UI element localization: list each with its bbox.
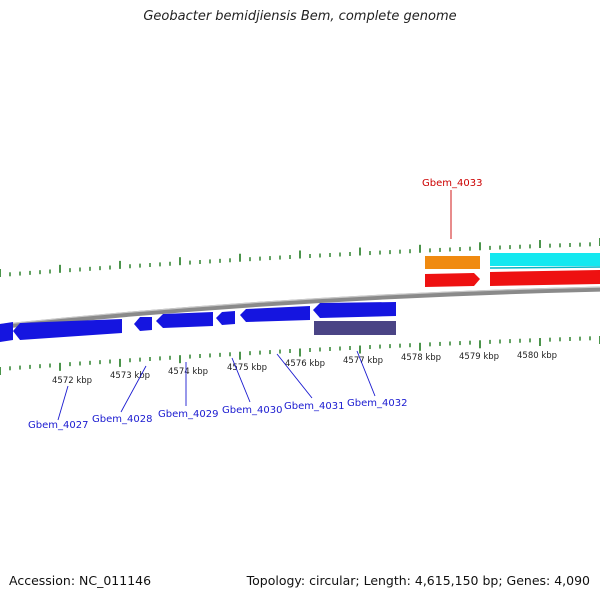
gene-arrow-gbem-4032[interactable] — [313, 302, 396, 318]
gene-arrow-gbem-4028[interactable] — [134, 317, 152, 331]
scale-label: 4580 kbp — [517, 351, 557, 361]
gene-label-leaders — [57, 190, 452, 421]
rna-feature[interactable] — [314, 321, 396, 335]
scale-label: 4572 kbp — [52, 376, 92, 386]
accession-text: Accession: NC_011146 — [9, 573, 152, 588]
genome-title: Geobacter bemidjiensis Bem, complete gen… — [143, 9, 457, 24]
gene-label-gbem-4028[interactable]: Gbem_4028 — [92, 414, 152, 425]
gene-label-gbem-4032[interactable]: Gbem_4032 — [347, 398, 407, 409]
gene-label-gbem-4027[interactable]: Gbem_4027 — [28, 420, 88, 431]
feature-cyan-rule — [489, 266, 600, 269]
scale-label: 4574 kbp — [168, 367, 208, 377]
genome-backbone — [0, 286, 600, 329]
genome-summary-text: Topology: circular; Length: 4,615,150 bp… — [246, 573, 590, 588]
gene-label-gbem-4033[interactable]: Gbem_4033 — [422, 178, 482, 189]
scale-label: 4576 kbp — [285, 359, 325, 369]
outer-tick-track — [0, 238, 600, 277]
scale-label: 4578 kbp — [401, 353, 441, 363]
gene-arrow-gbem-4033[interactable] — [425, 273, 480, 287]
scale-label: 4579 kbp — [459, 352, 499, 362]
scale-labels: 4572 kbp 4573 kbp 4574 kbp 4575 kbp 4576… — [52, 351, 557, 386]
gene-label-gbem-4029[interactable]: Gbem_4029 — [158, 409, 218, 420]
scale-label: 4575 kbp — [227, 363, 267, 373]
inner-tick-track — [0, 336, 600, 375]
feature-orange[interactable] — [425, 256, 480, 269]
gene-labels: Gbem_4027 Gbem_4028 Gbem_4029 Gbem_4030 … — [28, 178, 482, 431]
gene-arrow-gbem-4029[interactable] — [156, 312, 213, 328]
gene-arrow-gbem-4027a[interactable] — [0, 322, 13, 342]
gene-arrow-gbem-4031[interactable] — [240, 306, 310, 322]
genome-backbone-highlight — [0, 286, 600, 326]
feature-cyan[interactable] — [490, 253, 600, 266]
scale-label: 4577 kbp — [343, 356, 383, 366]
gene-arrow-gbem-4027[interactable] — [13, 319, 122, 340]
gene-label-gbem-4031[interactable]: Gbem_4031 — [284, 401, 344, 412]
scale-label: 4573 kbp — [110, 371, 150, 381]
gene-arrow-gbem-4030[interactable] — [216, 311, 235, 325]
gene-label-gbem-4030[interactable]: Gbem_4030 — [222, 405, 282, 416]
gene-arrow-gbem-4034[interactable] — [490, 270, 600, 286]
